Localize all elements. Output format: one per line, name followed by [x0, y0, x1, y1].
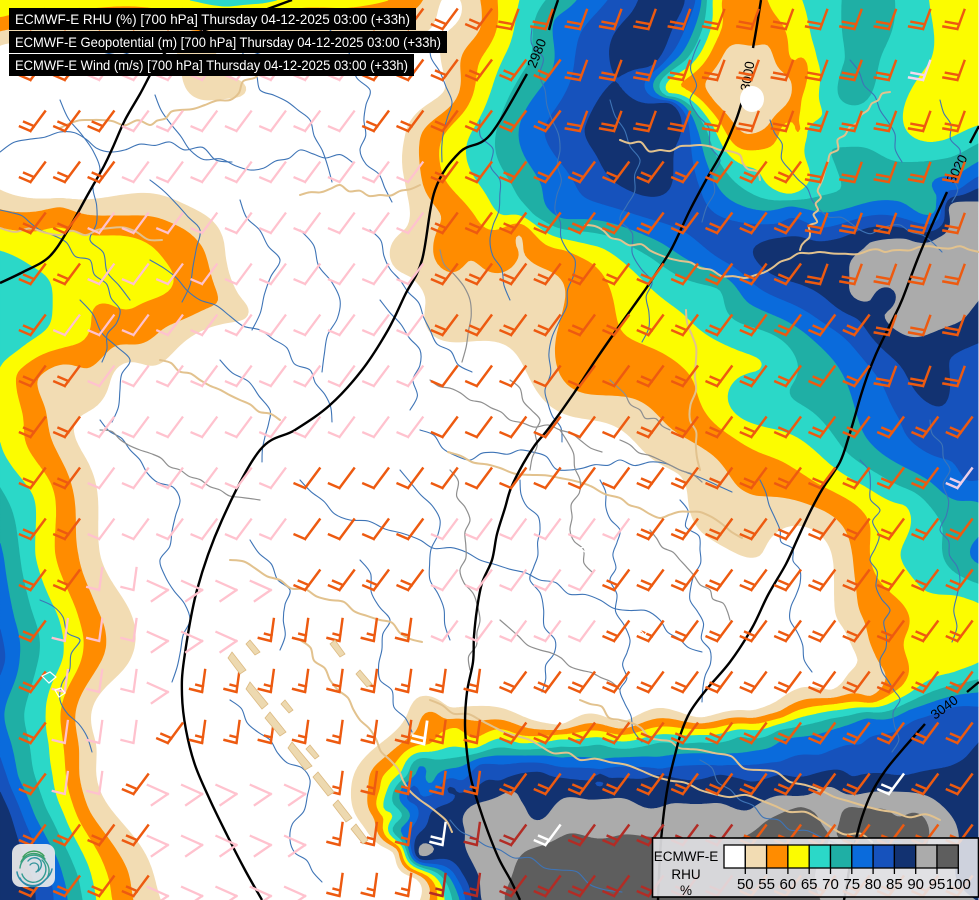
svg-text:65: 65 — [801, 876, 818, 893]
svg-text:55: 55 — [758, 876, 775, 893]
svg-text:ECMWF-E Wind (m/s) [700 hPa] T: ECMWF-E Wind (m/s) [700 hPa] Thursday 04… — [15, 58, 408, 73]
svg-text:RHU: RHU — [671, 867, 700, 882]
svg-text:%: % — [680, 883, 692, 898]
svg-text:ECMWF-E RHU (%) [700 hPa] Thur: ECMWF-E RHU (%) [700 hPa] Thursday 04-12… — [15, 12, 410, 27]
svg-text:75: 75 — [843, 876, 860, 893]
svg-text:80: 80 — [865, 876, 882, 893]
svg-text:85: 85 — [886, 876, 903, 893]
svg-text:70: 70 — [822, 876, 839, 893]
svg-text:60: 60 — [780, 876, 797, 893]
svg-text:ECMWF-E Geopotential (m) [700: ECMWF-E Geopotential (m) [700 hPa] Thurs… — [15, 35, 441, 50]
svg-text:50: 50 — [737, 876, 754, 893]
svg-text:100: 100 — [946, 876, 971, 893]
svg-text:95: 95 — [929, 876, 946, 893]
svg-text:3000: 3000 — [738, 60, 758, 92]
svg-text:ECMWF-E: ECMWF-E — [654, 849, 719, 864]
svg-text:90: 90 — [907, 876, 924, 893]
